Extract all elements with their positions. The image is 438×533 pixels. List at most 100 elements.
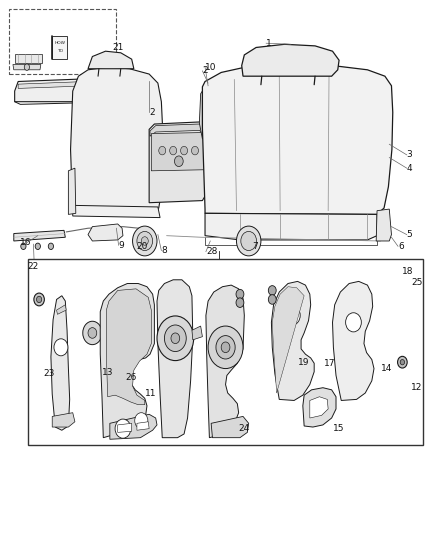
Circle shape (34, 293, 44, 306)
Text: 8: 8 (161, 246, 167, 255)
Text: 15: 15 (332, 424, 344, 433)
Circle shape (221, 342, 230, 353)
Text: 21: 21 (112, 43, 124, 52)
Text: 23: 23 (43, 369, 55, 378)
Text: HOW: HOW (54, 41, 65, 45)
Text: 14: 14 (381, 364, 392, 373)
Polygon shape (376, 209, 392, 241)
Text: 26: 26 (125, 373, 137, 382)
Circle shape (180, 147, 187, 155)
Polygon shape (88, 51, 134, 69)
Circle shape (36, 296, 42, 303)
Text: 9: 9 (119, 241, 124, 250)
Circle shape (21, 243, 26, 249)
Circle shape (241, 231, 257, 251)
Circle shape (24, 64, 29, 70)
Circle shape (170, 147, 177, 155)
Text: 28: 28 (206, 247, 217, 256)
Polygon shape (100, 284, 154, 438)
Bar (28, 259, 424, 445)
Text: 1: 1 (266, 39, 272, 48)
Circle shape (83, 321, 102, 345)
Text: 11: 11 (145, 389, 156, 398)
Polygon shape (18, 82, 90, 88)
Text: 6: 6 (398, 242, 404, 251)
Polygon shape (303, 387, 336, 427)
Text: 22: 22 (28, 262, 39, 271)
Circle shape (216, 336, 235, 359)
Polygon shape (14, 79, 92, 102)
Polygon shape (332, 281, 374, 400)
Circle shape (268, 286, 276, 295)
Circle shape (141, 237, 148, 245)
Polygon shape (68, 168, 76, 214)
Text: 19: 19 (297, 358, 309, 367)
Polygon shape (272, 281, 314, 400)
Polygon shape (137, 422, 149, 430)
Text: 20: 20 (136, 242, 148, 251)
Text: 16: 16 (20, 238, 32, 247)
Circle shape (35, 243, 40, 249)
Polygon shape (118, 423, 132, 432)
Polygon shape (57, 305, 66, 314)
Circle shape (157, 316, 194, 361)
Circle shape (191, 147, 198, 155)
Text: 7: 7 (252, 242, 258, 251)
Polygon shape (151, 133, 205, 171)
Polygon shape (205, 213, 377, 240)
Text: 10: 10 (205, 63, 216, 71)
Circle shape (236, 298, 244, 308)
Circle shape (174, 156, 183, 166)
Circle shape (164, 325, 186, 352)
Polygon shape (106, 289, 151, 405)
Circle shape (208, 326, 243, 368)
Polygon shape (149, 122, 207, 203)
Polygon shape (14, 230, 65, 241)
Text: 3: 3 (407, 150, 413, 159)
Text: 24: 24 (239, 424, 250, 433)
Polygon shape (206, 285, 244, 438)
Polygon shape (73, 205, 160, 217)
Polygon shape (199, 87, 214, 139)
Polygon shape (157, 280, 193, 438)
Polygon shape (202, 64, 393, 214)
Text: 5: 5 (407, 230, 413, 239)
Circle shape (402, 266, 407, 272)
Circle shape (135, 413, 148, 429)
Text: 18: 18 (402, 268, 413, 276)
Polygon shape (13, 64, 41, 70)
Circle shape (54, 339, 68, 356)
Circle shape (133, 226, 157, 256)
Polygon shape (310, 397, 328, 418)
Polygon shape (150, 124, 205, 136)
Polygon shape (51, 296, 70, 430)
Circle shape (394, 265, 400, 273)
Text: 12: 12 (411, 383, 423, 392)
Circle shape (88, 328, 97, 338)
Text: TO: TO (57, 49, 63, 53)
Circle shape (268, 295, 276, 304)
Polygon shape (272, 287, 304, 393)
Circle shape (115, 419, 131, 438)
Text: 2: 2 (149, 108, 155, 117)
Polygon shape (242, 44, 339, 76)
Circle shape (48, 243, 53, 249)
Circle shape (285, 306, 300, 325)
Circle shape (137, 231, 152, 251)
Polygon shape (88, 224, 123, 241)
Text: 2: 2 (202, 67, 208, 75)
Circle shape (236, 289, 244, 299)
Polygon shape (110, 414, 157, 439)
Polygon shape (211, 416, 249, 438)
Circle shape (398, 357, 407, 368)
Circle shape (171, 333, 180, 344)
Polygon shape (71, 67, 163, 214)
Text: 25: 25 (411, 278, 423, 287)
Circle shape (400, 360, 405, 365)
Text: 13: 13 (102, 368, 113, 377)
Circle shape (237, 226, 261, 256)
Bar (9, 9, 116, 74)
Polygon shape (52, 413, 75, 427)
Polygon shape (52, 36, 67, 59)
Circle shape (346, 313, 361, 332)
